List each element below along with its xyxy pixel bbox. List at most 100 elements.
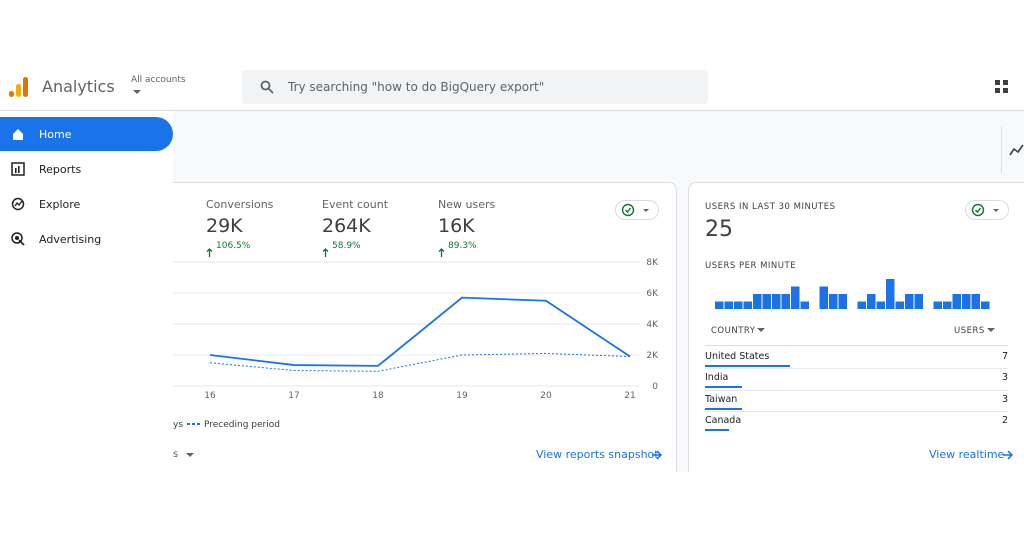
bar [791, 286, 800, 309]
bar [943, 301, 952, 309]
compare-badge[interactable] [615, 200, 659, 220]
nav-label: Explore [39, 197, 81, 211]
metric-change: 58.9% [332, 241, 361, 251]
arrow-icon[interactable] [651, 449, 663, 461]
realtime-link[interactable]: View realtime [929, 448, 1005, 461]
user-bar [705, 428, 730, 431]
insights-icon[interactable] [1009, 143, 1024, 157]
line [209, 296, 631, 367]
row-divider [705, 389, 1008, 391]
search-icon [260, 80, 274, 94]
nav-icon [11, 232, 25, 246]
column-header[interactable]: COUNTRY [711, 326, 756, 336]
x-tick-label: 17 [288, 391, 299, 401]
x-tick-label: 21 [624, 391, 635, 401]
header-divider [0, 110, 1024, 111]
bar [952, 294, 961, 309]
bar [981, 301, 990, 309]
bar [819, 286, 828, 309]
search-placeholder: Try searching "how to do BigQuery export… [288, 80, 545, 94]
account-label[interactable]: All accounts [131, 75, 186, 85]
caret[interactable] [185, 452, 195, 458]
caret[interactable] [987, 328, 995, 333]
main-area [173, 111, 1024, 472]
sidebar: Home Reports Explore Advertising [0, 111, 173, 472]
nav-item[interactable]: Home [0, 117, 173, 151]
metric-label: Conversions [206, 198, 274, 211]
y-tick-label: 2K [646, 351, 659, 361]
nav-label: Reports [39, 162, 82, 176]
bar [857, 301, 866, 309]
y-tick-label: 0 [652, 382, 658, 392]
metric-change: 106.5% [216, 241, 251, 251]
change-arrow [206, 242, 213, 257]
arrow-icon[interactable] [1002, 449, 1014, 461]
bar [724, 301, 733, 309]
apps-icon[interactable] [995, 80, 1009, 94]
x-tick-label: 18 [372, 391, 384, 401]
metric-value: 264K [322, 215, 371, 237]
nav-item[interactable]: Explore [0, 187, 173, 221]
country-name[interactable]: India [705, 372, 729, 384]
row-divider [705, 410, 1008, 412]
x-tick-label: 16 [204, 391, 216, 401]
bar [715, 301, 724, 309]
footer-partial[interactable]: s [173, 449, 179, 460]
user-count: 2 [1001, 414, 1008, 426]
user-bar [705, 386, 742, 389]
bar [772, 294, 781, 309]
bar [838, 294, 847, 309]
country-name[interactable]: Canada [705, 414, 742, 426]
nav-icon [11, 162, 25, 176]
x-tick-label: 19 [456, 391, 468, 401]
realtime-count: 25 [705, 217, 733, 242]
bar [876, 301, 885, 309]
user-count: 7 [1001, 351, 1008, 362]
bar [895, 301, 904, 309]
nav-icon [11, 197, 25, 211]
table-divider [705, 345, 1008, 346]
legend-label: ys [173, 420, 183, 430]
x-tick-label: 20 [540, 391, 552, 401]
column-header[interactable]: USERS [954, 326, 985, 336]
nav-label: Home [39, 127, 72, 141]
caret[interactable] [132, 89, 142, 95]
realtime-card [688, 182, 1024, 472]
metric-label: New users [438, 198, 496, 211]
compare-badge[interactable] [965, 200, 1009, 220]
nav-item[interactable]: Reports [0, 152, 173, 186]
nav-label: Advertising [39, 232, 102, 246]
realtime-title: USERS IN LAST 30 MINUTES [705, 202, 836, 212]
nav-icon [13, 129, 23, 140]
bar [734, 301, 743, 309]
change-arrow [438, 242, 445, 257]
bar [886, 279, 895, 309]
bar [753, 294, 762, 309]
change-arrow [322, 242, 329, 257]
bar [971, 294, 980, 309]
y-tick-label: 4K [646, 320, 659, 330]
per-minute-label: USERS PER MINUTE [705, 261, 797, 271]
reports-link[interactable]: View reports snapshot [536, 448, 659, 461]
bar [905, 294, 914, 309]
nav-item[interactable]: Advertising [0, 222, 173, 256]
metric-value: 29K [206, 215, 243, 237]
bar [867, 294, 876, 309]
bar [914, 294, 923, 309]
legend-label: Preceding period [204, 420, 280, 430]
product-name: Analytics [42, 77, 115, 96]
caret[interactable] [757, 328, 765, 333]
row-divider [705, 368, 1008, 370]
y-tick-label: 6K [646, 289, 659, 299]
country-name[interactable]: United States [705, 351, 770, 362]
bar [962, 294, 971, 309]
bar [743, 301, 752, 309]
search-box[interactable] [242, 70, 708, 104]
country-name[interactable]: Taiwan [705, 393, 738, 405]
user-bar [705, 365, 791, 367]
bar [829, 294, 838, 309]
metric-label: Event count [322, 198, 389, 211]
divider [1001, 127, 1002, 173]
metric-value: 16K [438, 215, 475, 237]
